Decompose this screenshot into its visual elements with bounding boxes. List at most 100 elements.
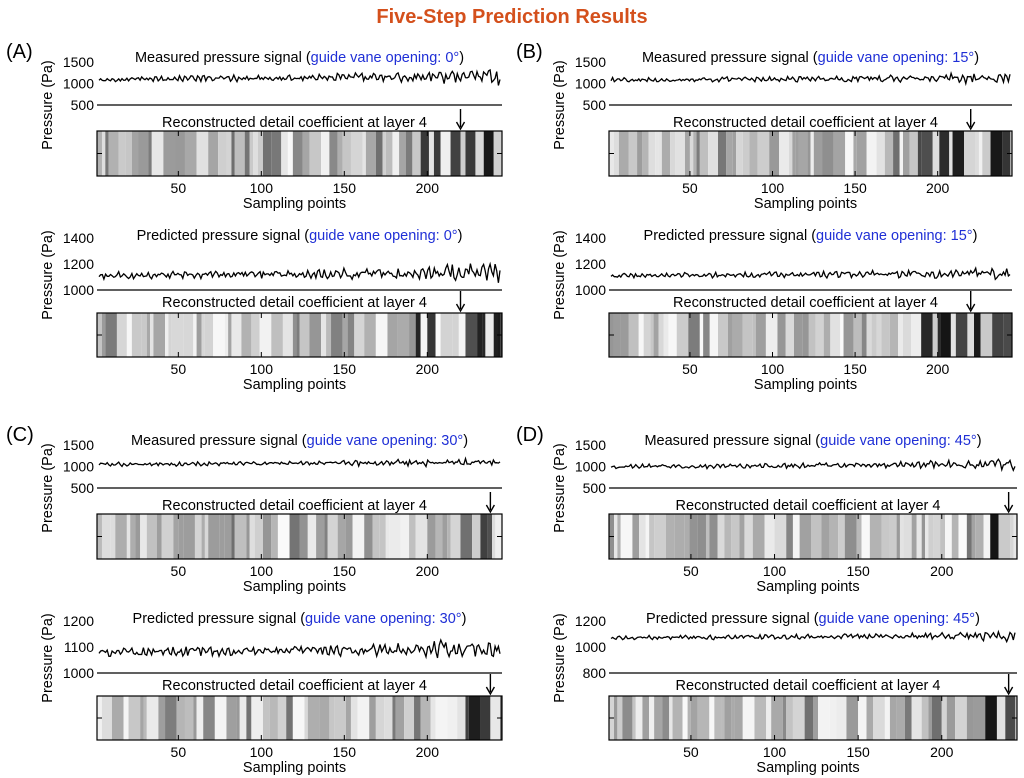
strip-band xyxy=(1002,131,1011,176)
strip-band xyxy=(389,514,401,559)
strip-band xyxy=(1010,514,1014,559)
strip-band xyxy=(731,696,735,740)
x-tick-label: 150 xyxy=(843,361,867,377)
strip-band xyxy=(125,131,132,176)
strip-band xyxy=(241,313,252,357)
strip-band xyxy=(369,696,376,740)
strip-band xyxy=(269,696,278,740)
strip-label: Reconstructed detail coefficient at laye… xyxy=(676,498,941,514)
strip-band xyxy=(777,313,786,357)
strip-band xyxy=(226,696,237,740)
strip-band xyxy=(739,514,745,559)
strip-band xyxy=(998,514,1011,559)
strip-band xyxy=(752,514,765,559)
strip-band xyxy=(483,131,494,176)
y-tick-label: 1200 xyxy=(63,613,94,629)
strip-band xyxy=(709,696,715,740)
strip-band xyxy=(902,313,912,357)
strip-band xyxy=(271,131,282,176)
strip-band xyxy=(916,514,922,559)
strip-band xyxy=(690,696,698,740)
strip-band xyxy=(736,131,743,176)
x-axis-label: Sampling points xyxy=(756,760,859,776)
strip-band xyxy=(460,514,473,559)
strip-band xyxy=(111,696,124,740)
strip-band xyxy=(201,313,205,357)
signal-label-prefix: Measured pressure signal ( xyxy=(131,433,307,449)
strip-band xyxy=(665,514,675,559)
strip-band xyxy=(259,313,272,357)
strip-band xyxy=(118,131,126,176)
strip-band xyxy=(896,696,905,740)
y-tick-label: 1000 xyxy=(575,459,606,475)
strip-band xyxy=(904,696,912,740)
strip-band xyxy=(618,131,629,176)
strip-band xyxy=(251,313,260,357)
strip-band xyxy=(271,313,283,357)
strip-band xyxy=(799,514,812,559)
strip-band xyxy=(364,313,376,357)
y-tick-label: 1400 xyxy=(63,230,94,246)
strip-band xyxy=(714,696,722,740)
strip-band xyxy=(782,696,787,740)
strip-band xyxy=(415,313,421,357)
strip-band xyxy=(990,514,999,559)
strip-band xyxy=(614,514,618,559)
strip-band xyxy=(184,696,194,740)
strip-band xyxy=(135,514,141,559)
strip-band xyxy=(928,514,934,559)
strip-band xyxy=(693,131,697,176)
strip-label: Reconstructed detail coefficient at laye… xyxy=(162,498,427,514)
strip-band xyxy=(302,131,310,176)
strip-band xyxy=(201,514,205,559)
strip-band xyxy=(485,313,494,357)
strip-band xyxy=(613,313,621,357)
x-tick-label: 150 xyxy=(333,563,357,579)
strip-band xyxy=(689,131,694,176)
signal-label: Predicted pressure signal (guide vane op… xyxy=(137,228,463,244)
strip-band xyxy=(742,696,755,740)
strip-band xyxy=(477,313,483,357)
strip-band xyxy=(350,131,363,176)
y-tick-label: 1500 xyxy=(575,437,606,453)
strip-band xyxy=(731,514,740,559)
strip-band xyxy=(798,131,808,176)
strip-band xyxy=(101,131,106,176)
signal-label-highlight: guide vane opening: 0° xyxy=(309,228,458,244)
strip-band xyxy=(153,313,166,357)
x-tick-label: 200 xyxy=(416,180,440,196)
strip-band xyxy=(234,131,245,176)
strip-band xyxy=(622,696,633,740)
y-tick-label: 1500 xyxy=(575,54,606,70)
y-tick-label: 1500 xyxy=(63,54,94,70)
strip-band xyxy=(699,131,709,176)
strip-band xyxy=(342,131,351,176)
panel-tag: (D) xyxy=(516,424,544,446)
strip-band xyxy=(718,313,728,357)
strip-band xyxy=(838,514,845,559)
strip-band xyxy=(921,696,929,740)
strip-band xyxy=(653,313,659,357)
x-tick-label: 50 xyxy=(682,180,698,196)
strip-band xyxy=(785,313,794,357)
strip-band xyxy=(804,696,813,740)
strip-band xyxy=(130,514,136,559)
strip-band xyxy=(465,131,476,176)
x-tick-label: 200 xyxy=(926,180,950,196)
strip-band xyxy=(196,313,202,357)
signal-line xyxy=(98,68,501,86)
strip-band xyxy=(617,514,621,559)
strip-band xyxy=(105,313,117,357)
x-tick-label: 100 xyxy=(763,563,787,579)
strip-band xyxy=(955,313,968,357)
strip-band xyxy=(896,514,900,559)
strip-band xyxy=(123,696,129,740)
strip-band xyxy=(385,131,393,176)
y-axis-label: Pressure (Pa) xyxy=(552,230,568,319)
strip-band xyxy=(231,313,242,357)
x-tick-label: 50 xyxy=(171,563,187,579)
x-tick-label: 100 xyxy=(761,180,785,196)
strip-band xyxy=(717,514,725,559)
arrow-marker-head xyxy=(1004,504,1014,514)
strip-band xyxy=(334,696,346,740)
